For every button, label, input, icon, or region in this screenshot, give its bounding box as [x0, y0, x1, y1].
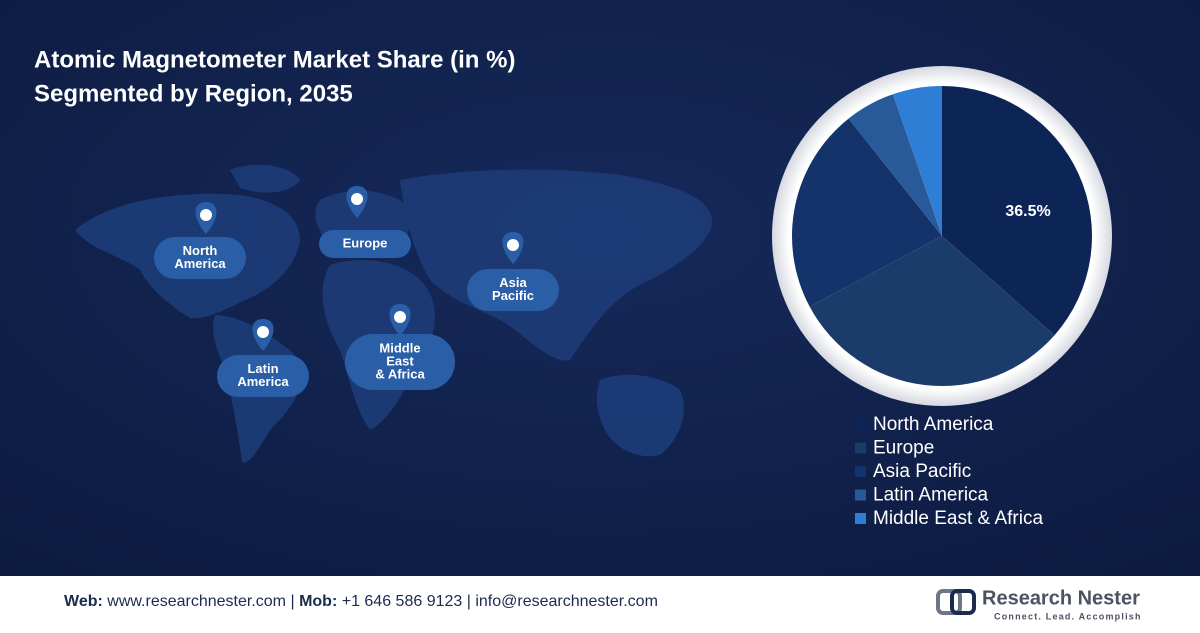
legend-label: Middle East & Africa: [873, 508, 1043, 529]
pie-slice: [942, 86, 1092, 336]
map-label: & Africa: [375, 366, 425, 381]
map-pin-dot: [394, 311, 406, 323]
map-pin-dot: [351, 193, 363, 205]
map-label: Asia: [499, 275, 527, 290]
logo-tagline: Connect. Lead. Accomplish: [994, 611, 1142, 621]
footer-separator: |: [290, 593, 294, 610]
logo-icon: [936, 589, 962, 615]
logo: Research Nester Connect. Lead. Accomplis…: [936, 587, 1142, 621]
title-line: Atomic Magnetometer Market Share (in %): [34, 46, 515, 73]
pie-slice: [792, 118, 942, 307]
footer-web: www.researchnester.com: [106, 593, 286, 610]
legend-label: Europe: [873, 438, 934, 459]
map-pin-dot: [257, 326, 269, 338]
map-label-pill: [319, 230, 411, 258]
logo-icon: [950, 589, 976, 615]
logo-text: Research Nester: [982, 587, 1140, 609]
legend-swatch: [855, 513, 866, 524]
map-label-pill: [345, 334, 455, 390]
footer-bar: [0, 576, 1200, 628]
map-label: Latin: [247, 361, 278, 376]
footer-phone: +1 646 586 9123: [342, 593, 463, 610]
legend-swatch: [855, 466, 866, 477]
map-label: North: [183, 243, 218, 258]
map-label-pill: [154, 237, 246, 279]
legend-label: North America: [873, 414, 994, 435]
footer-label: Mob:: [299, 593, 337, 610]
map-label: America: [174, 256, 226, 271]
map-label: Europe: [343, 235, 388, 250]
pie: 36.5%: [792, 86, 1092, 386]
footer-label: Web:: [64, 593, 103, 610]
legend-swatch: [855, 489, 866, 501]
footer-separator: |: [467, 593, 471, 610]
data-label: 36.5%: [1005, 203, 1050, 220]
title-line: Segmented by Region, 2035: [34, 80, 353, 107]
map-label: America: [237, 374, 289, 389]
pie-slice: [848, 94, 942, 236]
map-label: East: [386, 353, 414, 368]
legend-swatch: [855, 442, 866, 454]
pie-slice: [892, 86, 942, 236]
pie-slice: [809, 236, 1055, 386]
legend-label: Latin America: [873, 485, 989, 506]
map-label: Middle: [379, 340, 420, 355]
map-label: Pacific: [492, 288, 534, 303]
map-pin-dot: [507, 239, 519, 251]
footer-email: info@researchnester.com: [475, 593, 658, 610]
map-label-pill: [467, 269, 559, 311]
map-pin-dot: [200, 209, 212, 221]
map-pins: NorthAmericaEuropeAsiaPacificLatinAmeric…: [154, 186, 559, 397]
footer-contact: Web: www.researchnester.com | Mob: +1 64…: [64, 593, 658, 610]
map-label-pill: [217, 355, 309, 397]
legend-label: Asia Pacific: [873, 461, 971, 482]
legend-swatch: [855, 419, 866, 430]
